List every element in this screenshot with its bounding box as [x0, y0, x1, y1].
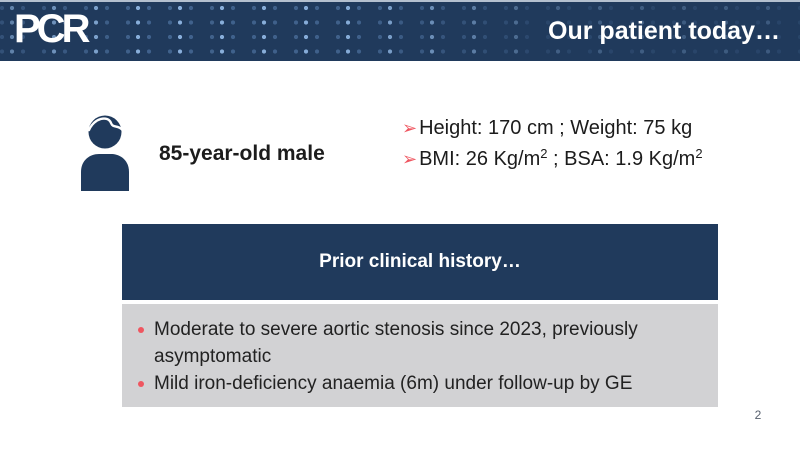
pcr-logo: PCR	[14, 7, 90, 51]
history-box-body: Moderate to severe aortic stenosis since…	[122, 304, 718, 407]
stat-line: ➢ BMI: 26 Kg/m2 ; BSA: 1.9 Kg/m2	[402, 145, 703, 176]
history-box-header: Prior clinical history…	[122, 224, 718, 300]
page-number: 2	[754, 408, 762, 422]
stat-text-segment: ; BSA: 1.9 Kg/m	[547, 148, 696, 170]
slide-title: Our patient today…	[548, 17, 780, 45]
list-item-text: Mild iron-deficiency anaemia (6m) under …	[154, 373, 633, 394]
history-box: Prior clinical history… Moderate to seve…	[122, 224, 718, 407]
patient-stats: ➢ Height: 170 cm ; Weight: 75 kg ➢ BMI: …	[402, 114, 703, 176]
patient-age-label: 85-year-old male	[159, 142, 325, 165]
header-top-strip	[0, 0, 800, 2]
person-icon	[78, 111, 132, 191]
list-item: Mild iron-deficiency anaemia (6m) under …	[138, 370, 704, 397]
header-bar: PCR Our patient today…	[0, 0, 800, 61]
arrow-bullet-icon: ➢	[402, 149, 418, 169]
superscript: 2	[695, 146, 703, 161]
stat-text: BMI: 26 Kg/m2 ; BSA: 1.9 Kg/m2	[419, 145, 702, 173]
bullet-dot-icon	[138, 326, 144, 333]
arrow-bullet-icon: ➢	[402, 118, 418, 138]
stat-text: Height: 170 cm ; Weight: 75 kg	[419, 117, 693, 139]
superscript: 2	[540, 146, 548, 161]
bullet-dot-icon	[138, 380, 144, 387]
header-dot-pattern	[0, 2, 800, 61]
history-title: Prior clinical history…	[319, 251, 521, 272]
list-item: Moderate to severe aortic stenosis since…	[138, 316, 704, 370]
stat-text-segment: BMI: 26 Kg/m	[419, 148, 541, 170]
list-item-text: Moderate to severe aortic stenosis since…	[154, 319, 638, 367]
stat-line: ➢ Height: 170 cm ; Weight: 75 kg	[402, 114, 703, 145]
